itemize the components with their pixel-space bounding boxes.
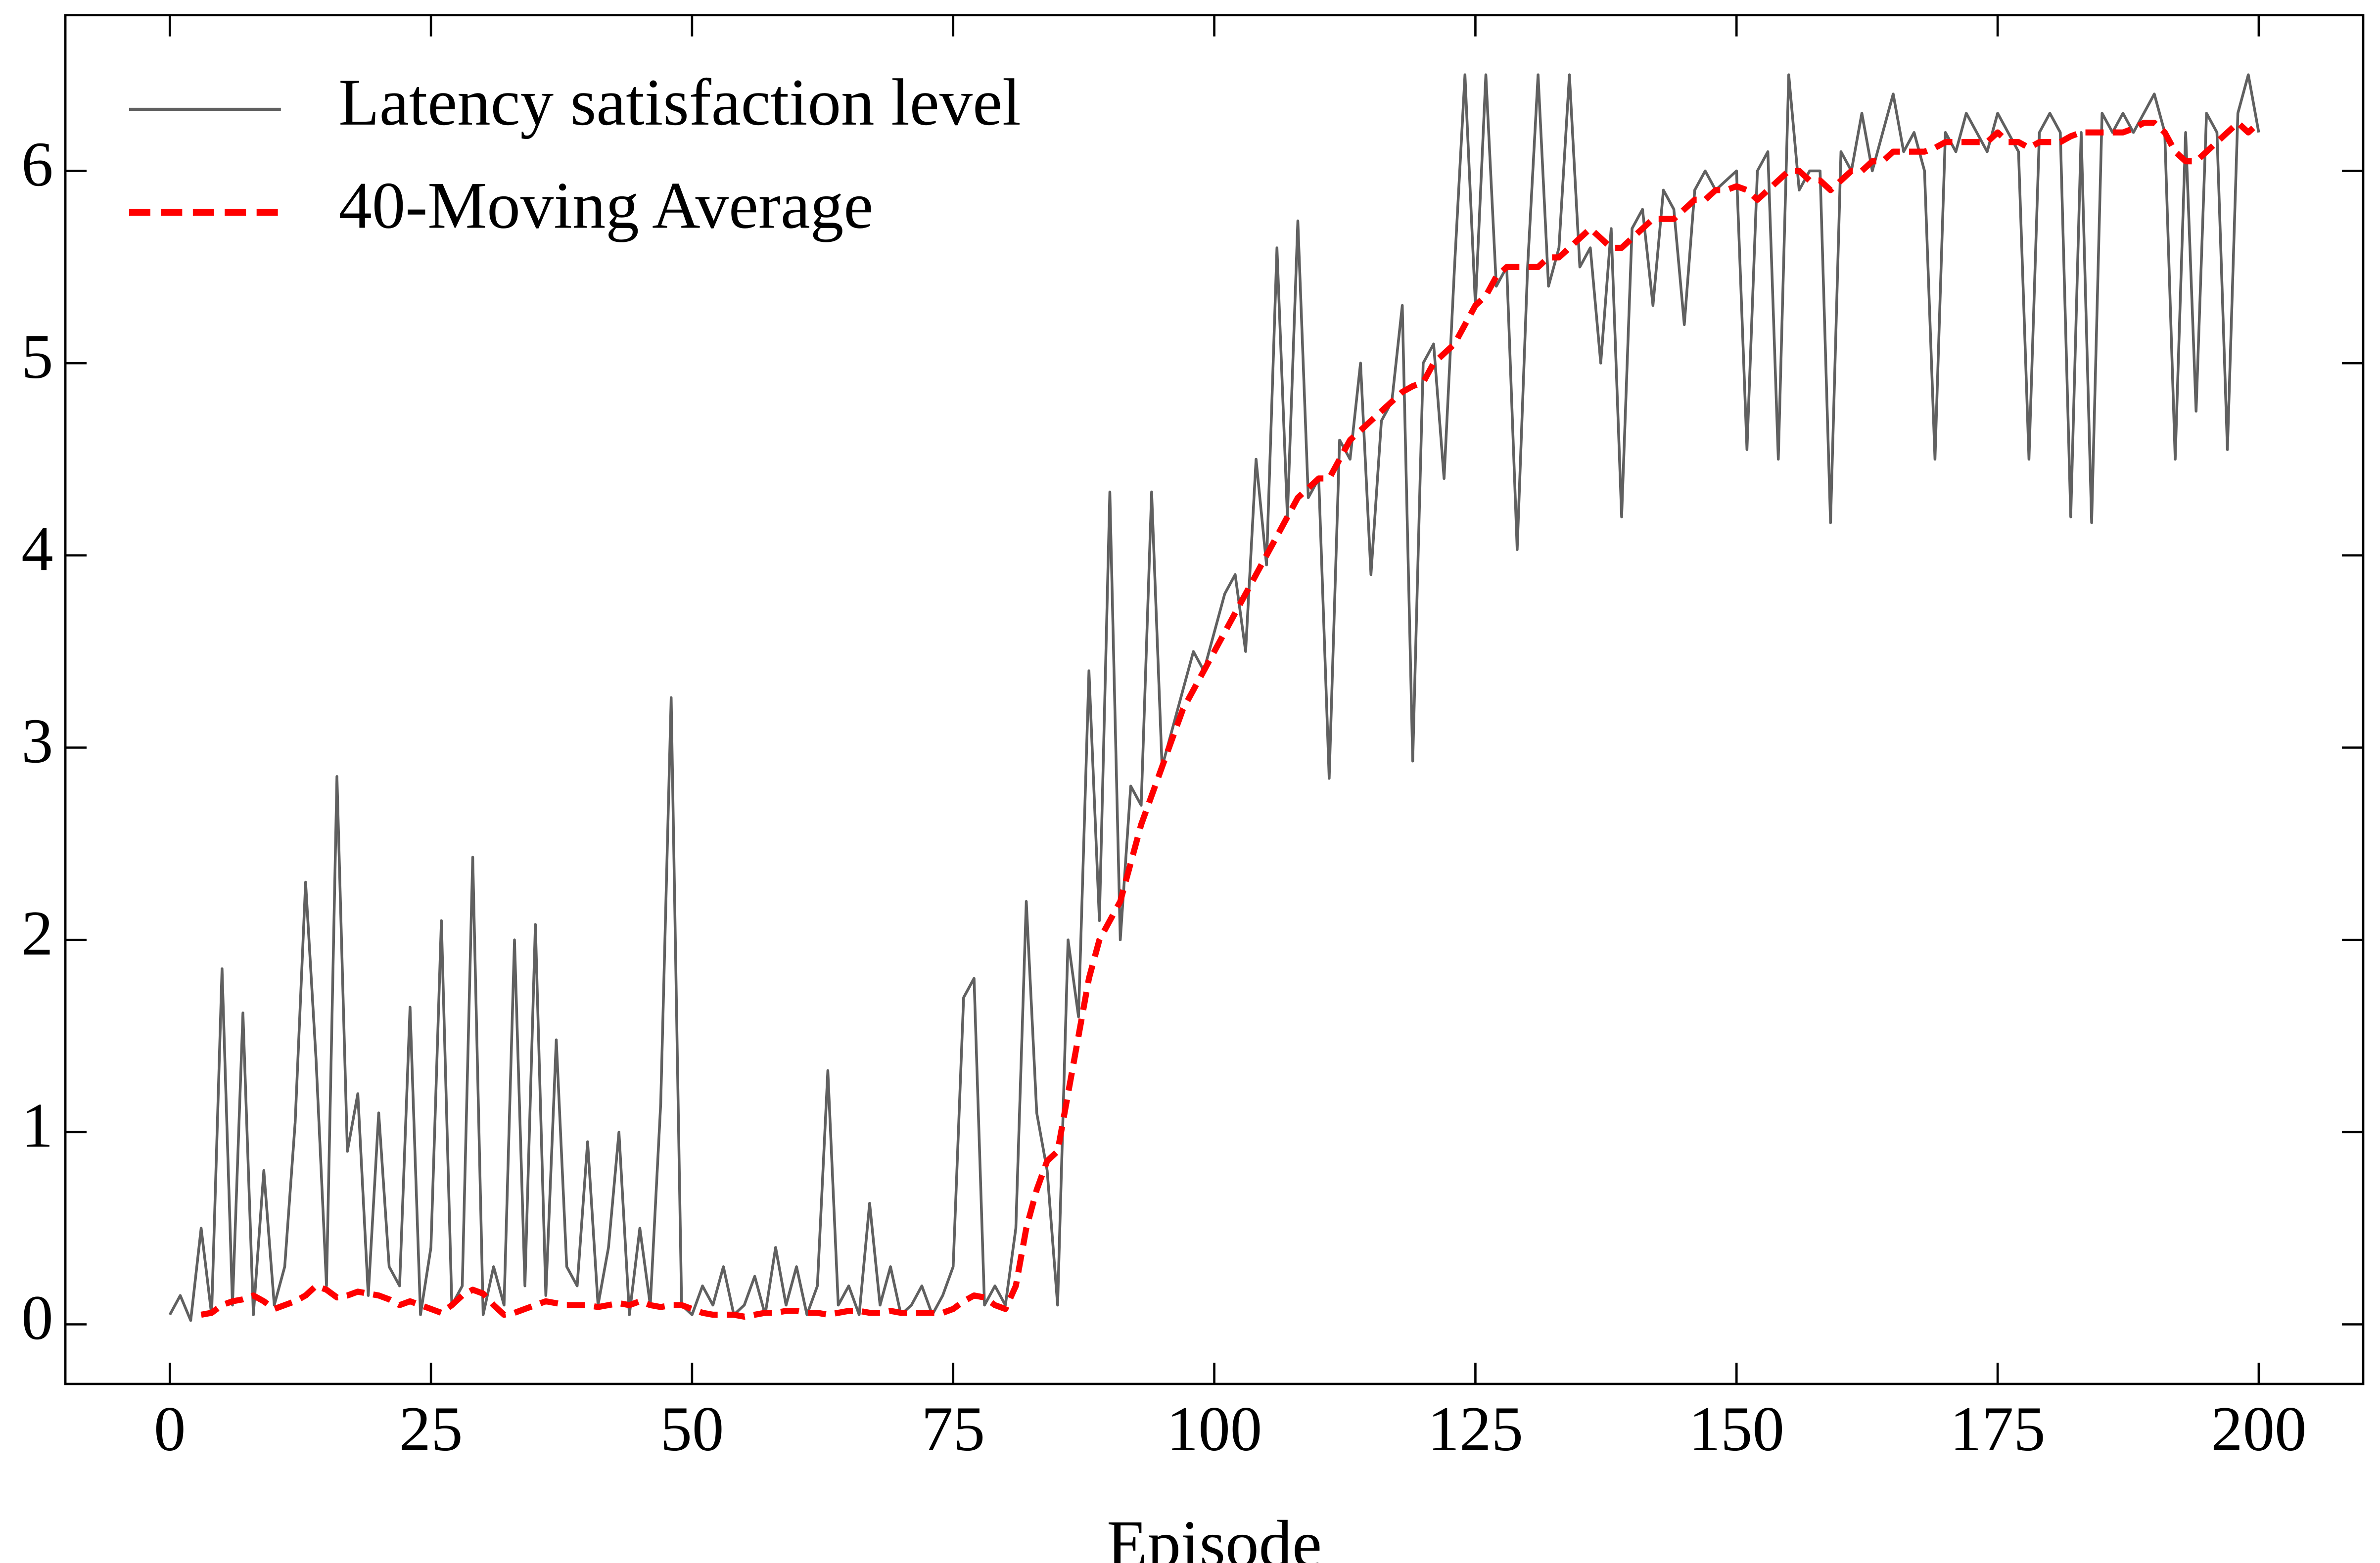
data-line — [200, 120, 2261, 1320]
plot-frame — [64, 14, 2365, 1385]
legend-label: Latency satisfaction level — [338, 66, 1021, 139]
y-tick-label: 1 — [21, 1090, 53, 1160]
x-tick-label: 0 — [154, 1393, 186, 1464]
x-tick-label: 150 — [1689, 1393, 1784, 1464]
y-tick-label: 2 — [21, 898, 53, 968]
y-tick-label: 0 — [21, 1282, 53, 1353]
x-axis-label: Episode — [1107, 1507, 1322, 1563]
legend-label: 40-Moving Average — [338, 169, 873, 242]
x-tick-label: 25 — [399, 1393, 463, 1464]
x-tick-label: 100 — [1167, 1393, 1262, 1464]
x-tick-label: 200 — [2211, 1393, 2306, 1464]
x-tick-label: 75 — [921, 1393, 985, 1464]
x-tick-label: 175 — [1950, 1393, 2045, 1464]
y-tick-label: 3 — [21, 705, 53, 776]
x-tick-label: 50 — [660, 1393, 724, 1464]
y-tick-label: 6 — [21, 129, 53, 199]
x-tick-label: 125 — [1428, 1393, 1523, 1464]
data-line — [168, 73, 2260, 1322]
y-tick-label: 5 — [21, 321, 53, 392]
y-tick-label: 4 — [21, 513, 53, 584]
